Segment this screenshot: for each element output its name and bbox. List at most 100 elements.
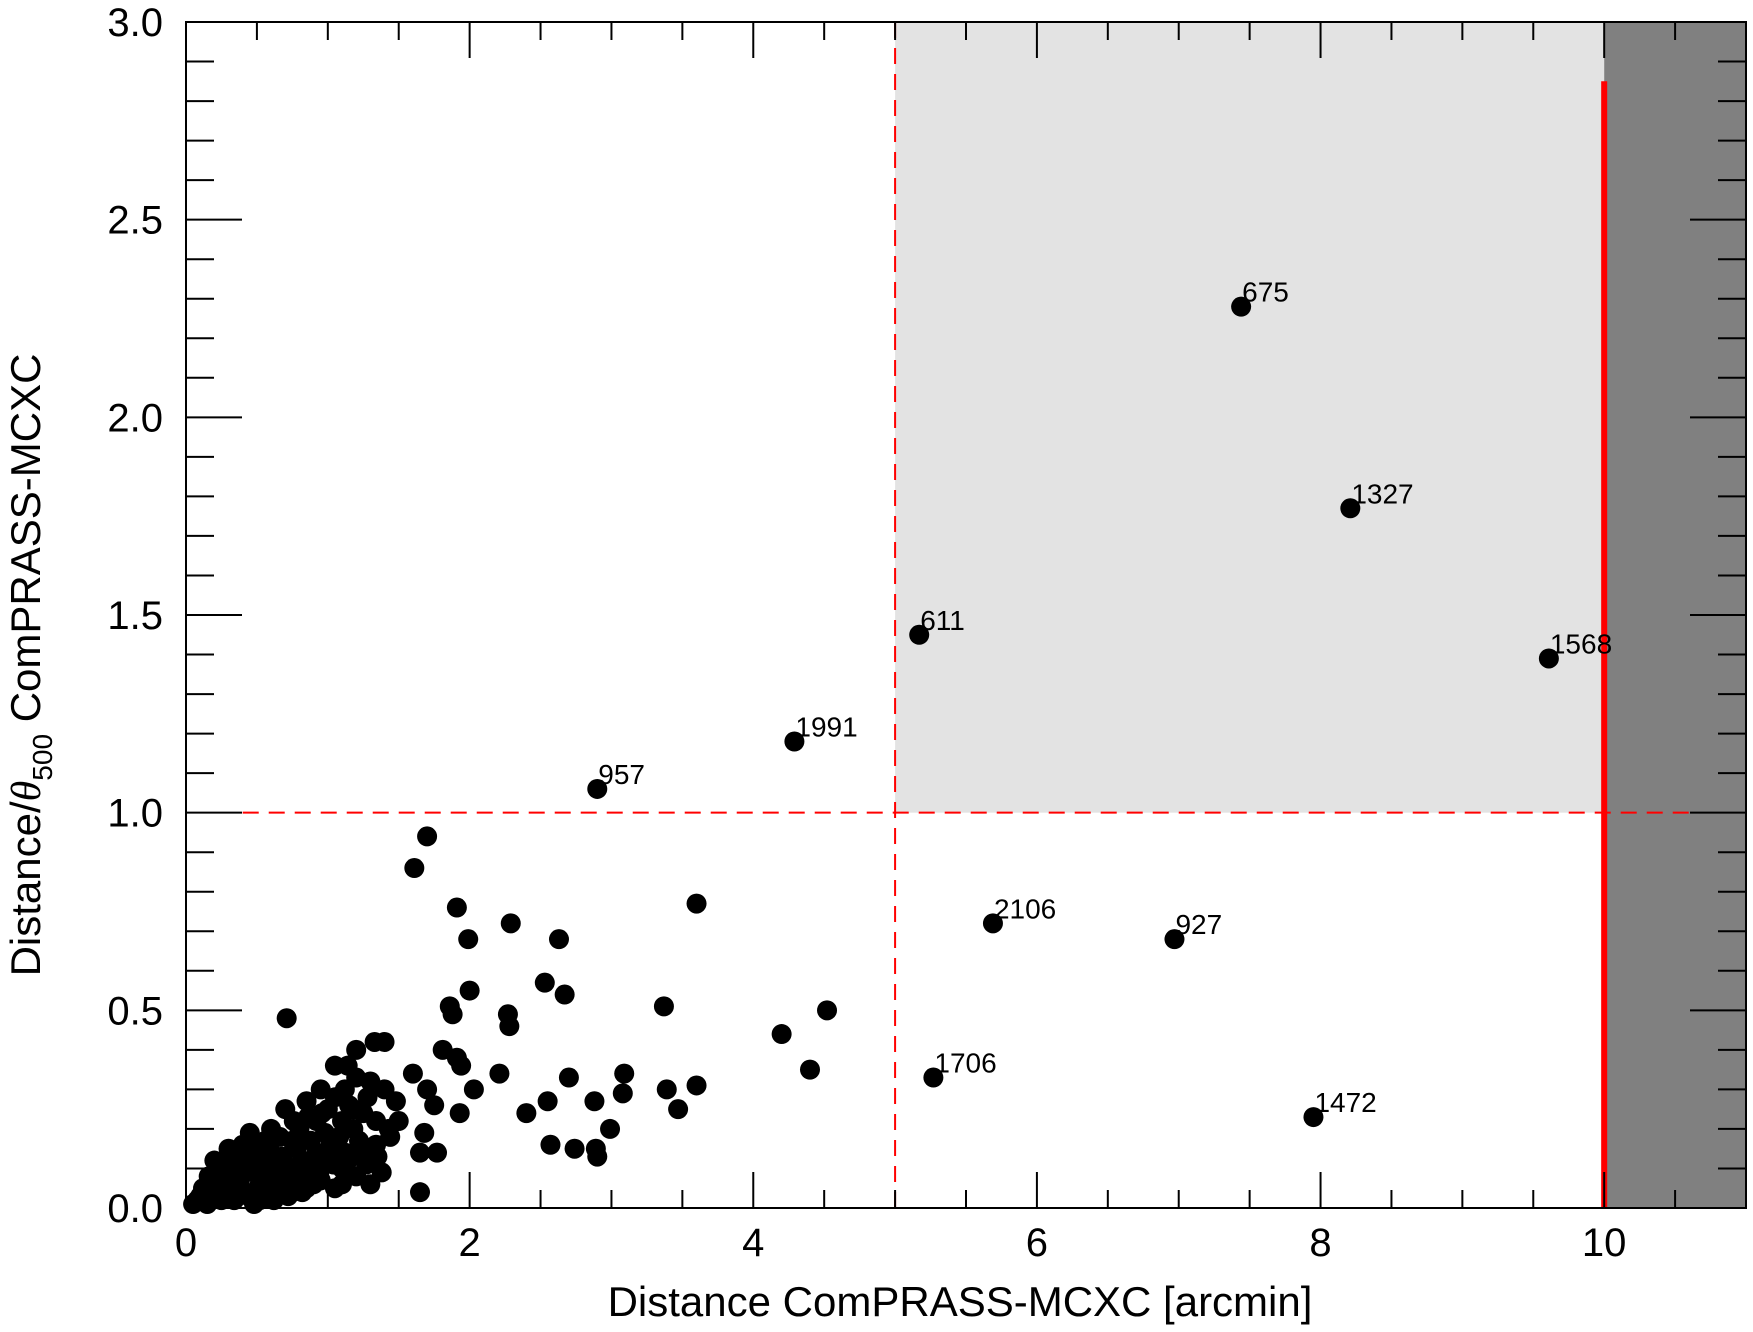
data-point <box>554 984 575 1005</box>
point-label: 1991 <box>795 712 857 743</box>
labeled-data-point <box>923 1067 944 1088</box>
point-label: 1706 <box>934 1048 996 1079</box>
data-point <box>500 913 521 934</box>
data-point <box>537 1091 558 1112</box>
data-points <box>183 296 1559 1215</box>
y-axis-title-main: Distance/ <box>2 801 49 976</box>
point-labels: 675 1327 611 1568 1991 957 2106 927 1706 1472 <box>598 277 1612 1118</box>
data-point <box>276 1008 297 1029</box>
data-point <box>656 1079 677 1100</box>
y-tick-label: 0.5 <box>107 989 163 1033</box>
labeled-data-point <box>1538 648 1559 669</box>
data-point <box>404 858 425 879</box>
point-label: 927 <box>1175 909 1222 940</box>
axis-ticks <box>185 21 1747 1209</box>
labeled-data-point <box>909 624 930 645</box>
labeled-data-point <box>587 778 608 799</box>
data-point <box>458 929 479 950</box>
data-point <box>668 1099 689 1120</box>
labeled-data-point <box>982 913 1003 934</box>
data-point <box>499 1016 520 1037</box>
y-axis-title-rest: ComPRASS-MCXC <box>2 354 49 734</box>
data-point <box>283 1111 304 1132</box>
data-point <box>451 1055 472 1076</box>
data-point <box>686 893 707 914</box>
x-axis-title: Distance ComPRASS-MCXC [arcmin] <box>608 1278 1313 1325</box>
data-point <box>324 1178 345 1199</box>
point-label: 1568 <box>1550 628 1612 659</box>
point-label: 611 <box>920 605 965 636</box>
data-point <box>204 1150 225 1171</box>
data-point <box>817 1000 838 1021</box>
data-point <box>197 1194 218 1215</box>
x-tick-label: 6 <box>1026 1221 1048 1265</box>
data-point <box>417 1079 438 1100</box>
data-point <box>261 1142 282 1163</box>
data-point <box>516 1103 537 1124</box>
data-point <box>380 1126 401 1147</box>
y-axis-title-sub: 500 <box>27 734 58 781</box>
data-point <box>800 1059 820 1080</box>
y-axis-title-theta: θ <box>4 781 50 802</box>
data-point <box>263 1190 284 1211</box>
point-label: 1327 <box>1351 478 1413 509</box>
y-tick-label: 1.5 <box>107 594 163 638</box>
data-point <box>686 1075 707 1096</box>
data-point <box>254 1158 274 1179</box>
data-point <box>424 1095 445 1116</box>
data-point <box>324 1055 345 1076</box>
y-tick-label: 1.0 <box>107 792 163 836</box>
point-label: 957 <box>598 759 645 790</box>
data-point <box>449 1103 470 1124</box>
data-point <box>317 1146 338 1167</box>
data-point <box>360 1174 381 1195</box>
data-point <box>388 1111 409 1132</box>
labeled-data-point <box>1303 1107 1324 1128</box>
data-point <box>558 1067 579 1088</box>
data-point <box>446 897 467 918</box>
x-tick-label: 0 <box>175 1221 197 1265</box>
data-point <box>366 1111 387 1132</box>
data-point <box>600 1118 621 1139</box>
data-point <box>427 1142 448 1163</box>
x-tick-label: 2 <box>459 1221 481 1265</box>
y-axis-title: Distance/θ500 ComPRASS-MCXC <box>2 354 58 977</box>
data-point <box>417 826 438 847</box>
x-tick-label: 10 <box>1582 1221 1627 1265</box>
x-tick-label: 4 <box>742 1221 764 1265</box>
data-point <box>402 1063 423 1084</box>
data-point <box>442 1004 463 1025</box>
y-tick-label: 2.0 <box>107 396 163 440</box>
data-point <box>771 1024 792 1045</box>
data-point <box>296 1091 317 1112</box>
data-point <box>410 1182 430 1203</box>
data-point <box>459 980 480 1001</box>
tick-labels: 0 2 4 6 8 10 0.0 0.5 1.0 1.5 2.0 2.5 3.0 <box>107 1 1626 1265</box>
data-point <box>410 1142 430 1163</box>
data-point <box>346 1039 367 1060</box>
y-tick-label: 0.0 <box>107 1187 163 1231</box>
data-point <box>232 1134 253 1155</box>
data-point <box>653 996 674 1017</box>
y-tick-label: 2.5 <box>107 199 163 243</box>
reference-lines <box>242 22 1690 1208</box>
data-point <box>540 1134 561 1155</box>
data-point <box>244 1194 265 1215</box>
data-point <box>198 1166 219 1187</box>
data-point <box>343 1099 364 1120</box>
data-point <box>489 1063 510 1084</box>
y-tick-label: 3.0 <box>107 1 163 45</box>
data-point <box>587 1146 608 1167</box>
region-light-gray <box>895 22 1605 813</box>
labeled-data-point <box>1231 296 1252 317</box>
point-label: 1472 <box>1314 1087 1376 1118</box>
data-point <box>364 1031 385 1052</box>
data-point <box>614 1063 635 1084</box>
data-point <box>334 1079 355 1100</box>
x-tick-label: 8 <box>1309 1221 1331 1265</box>
data-point <box>414 1122 435 1143</box>
labeled-data-point <box>784 731 805 752</box>
data-point <box>374 1079 395 1100</box>
point-label: 2106 <box>994 893 1056 924</box>
data-point <box>463 1079 484 1100</box>
